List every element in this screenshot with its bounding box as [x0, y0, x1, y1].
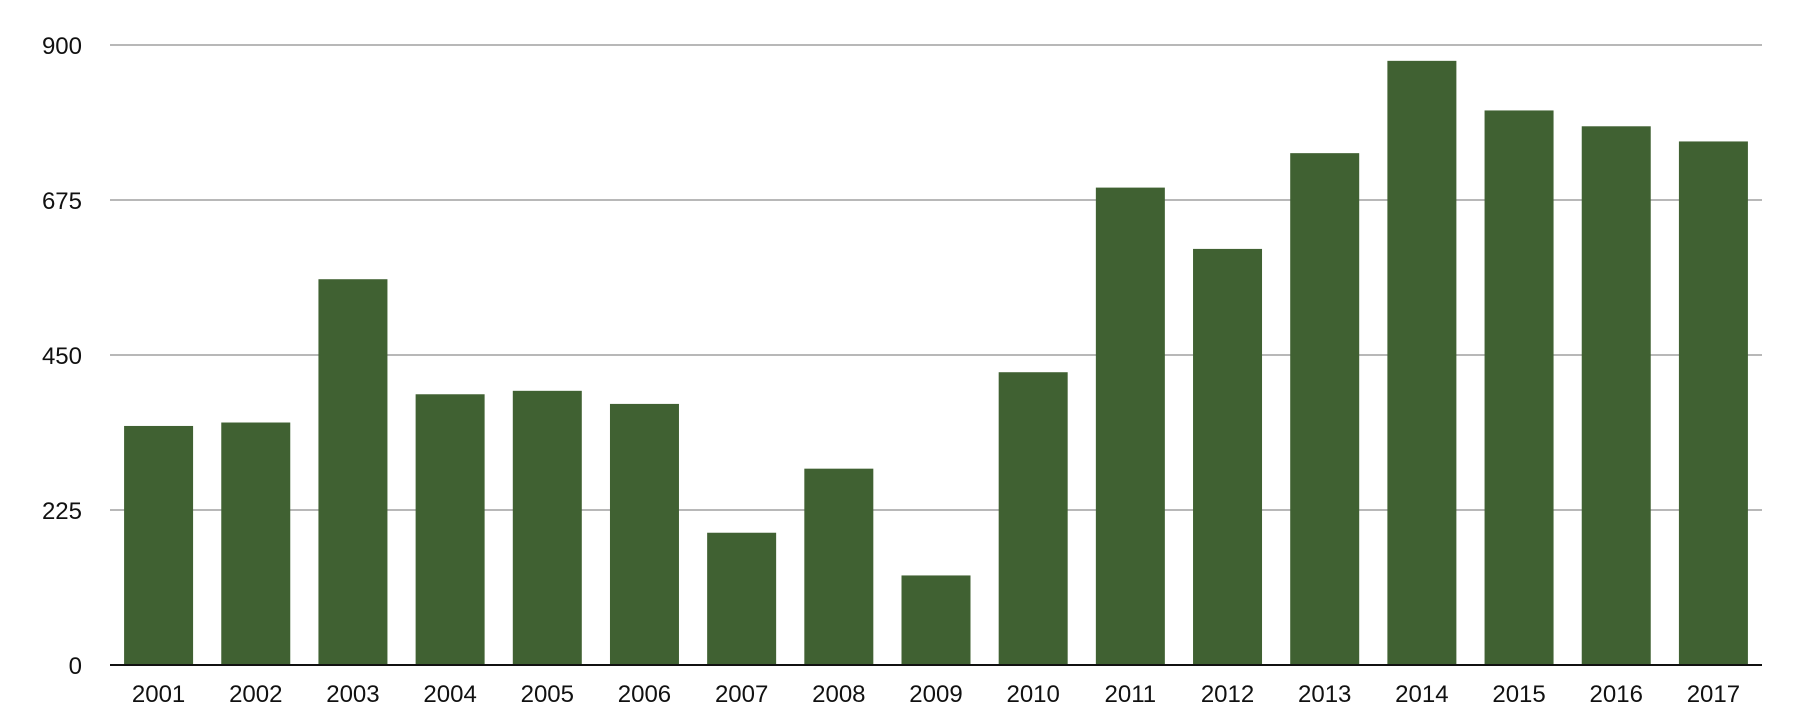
y-tick-label: 225 [42, 498, 82, 525]
x-tick-label: 2001 [132, 681, 185, 708]
bar-2017 [1678, 141, 1748, 665]
bar-2008 [804, 468, 874, 665]
x-tick-label: 2007 [715, 681, 768, 708]
y-tick-label: 0 [69, 653, 82, 680]
bar-2015 [1484, 110, 1554, 665]
bar-2013 [1290, 153, 1360, 665]
x-tick-label: 2016 [1590, 681, 1643, 708]
x-tick-label: 2012 [1201, 681, 1254, 708]
x-tick-label: 2008 [812, 681, 865, 708]
bar-2005 [512, 390, 582, 665]
x-tick-label: 2006 [618, 681, 671, 708]
x-tick-label: 2009 [909, 681, 962, 708]
bar-2016 [1581, 126, 1651, 666]
bar-2007 [707, 532, 777, 665]
x-tick-label: 2003 [326, 681, 379, 708]
bar-2011 [1095, 187, 1165, 665]
x-tick-label: 2014 [1395, 681, 1448, 708]
bar-2014 [1387, 60, 1457, 666]
bar-2001 [124, 425, 194, 665]
x-axis-ticks: 2001 2002 2003 2004 2005 2006 2007 2008 2009 2010… [132, 681, 1740, 708]
bar-2010 [998, 372, 1068, 665]
y-tick-label: 675 [42, 188, 82, 215]
x-tick-label: 2011 [1105, 681, 1157, 708]
x-tick-label: 2010 [1006, 681, 1059, 708]
y-tick-label: 900 [42, 33, 82, 60]
bar-2009 [901, 575, 971, 665]
y-tick-label: 450 [42, 343, 82, 370]
bar-2002 [221, 422, 291, 665]
x-tick-label: 2015 [1492, 681, 1545, 708]
y-axis-ticks: 0 225 450 675 900 [42, 33, 82, 680]
x-tick-label: 2004 [423, 681, 476, 708]
x-tick-label: 2013 [1298, 681, 1351, 708]
x-tick-label: 2002 [229, 681, 282, 708]
bar-2004 [415, 394, 485, 665]
bar-2012 [1193, 248, 1263, 665]
bar-2003 [318, 279, 388, 665]
x-tick-label: 2005 [521, 681, 574, 708]
bars [124, 60, 1748, 666]
x-tick-label: 2017 [1687, 681, 1740, 708]
bar-2006 [609, 403, 679, 665]
